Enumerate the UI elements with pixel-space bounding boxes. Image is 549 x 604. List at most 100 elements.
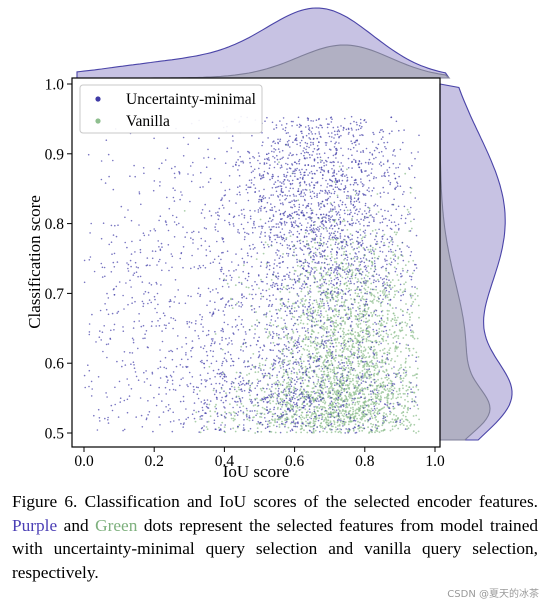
uncertainty-minimal-point	[335, 300, 337, 302]
uncertainty-minimal-point	[83, 281, 86, 284]
uncertainty-minimal-point	[270, 342, 272, 344]
vanilla-point	[321, 226, 323, 229]
vanilla-point	[313, 266, 316, 269]
vanilla-point	[315, 405, 317, 408]
vanilla-point	[351, 362, 353, 365]
vanilla-point	[322, 373, 325, 376]
uncertainty-minimal-point	[273, 151, 275, 153]
uncertainty-minimal-point	[183, 422, 185, 424]
uncertainty-minimal-point	[358, 201, 361, 203]
vanilla-point	[329, 238, 332, 241]
uncertainty-minimal-point	[212, 338, 214, 340]
uncertainty-minimal-point	[336, 419, 339, 422]
vanilla-point	[320, 305, 322, 308]
vanilla-point	[351, 277, 354, 280]
uncertainty-minimal-point	[288, 390, 291, 392]
uncertainty-minimal-point	[264, 222, 267, 224]
uncertainty-minimal-point	[335, 254, 338, 256]
vanilla-point	[385, 332, 388, 335]
vanilla-point	[208, 403, 211, 406]
vanilla-point	[382, 340, 385, 342]
vanilla-point	[372, 350, 375, 353]
vanilla-point	[361, 390, 364, 393]
uncertainty-minimal-point	[110, 224, 113, 227]
uncertainty-minimal-point	[293, 226, 295, 229]
uncertainty-minimal-point	[311, 320, 313, 323]
vanilla-point	[413, 374, 416, 377]
uncertainty-minimal-point	[192, 385, 195, 388]
uncertainty-minimal-point	[358, 190, 361, 192]
vanilla-point	[404, 405, 406, 408]
uncertainty-minimal-point	[331, 428, 333, 431]
vanilla-point	[280, 412, 282, 415]
uncertainty-minimal-point	[191, 231, 193, 234]
uncertainty-minimal-point	[128, 395, 131, 397]
uncertainty-minimal-point	[115, 235, 118, 238]
uncertainty-minimal-point	[273, 362, 275, 365]
vanilla-point	[360, 411, 363, 414]
vanilla-point	[342, 320, 345, 322]
uncertainty-minimal-point	[108, 243, 110, 246]
uncertainty-minimal-point	[112, 159, 114, 162]
uncertainty-minimal-point	[265, 266, 268, 269]
vanilla-point	[357, 408, 359, 411]
uncertainty-minimal-point	[240, 248, 243, 250]
uncertainty-minimal-point	[389, 402, 392, 405]
vanilla-point	[346, 384, 349, 386]
vanilla-point	[277, 324, 280, 327]
uncertainty-minimal-point	[220, 414, 223, 417]
uncertainty-minimal-point	[283, 211, 286, 214]
vanilla-point	[361, 417, 364, 420]
uncertainty-minimal-point	[218, 215, 220, 217]
uncertainty-minimal-point	[258, 225, 260, 228]
vanilla-point	[291, 315, 294, 318]
uncertainty-minimal-point	[297, 421, 299, 424]
uncertainty-minimal-point	[122, 330, 125, 333]
vanilla-point	[383, 233, 386, 236]
uncertainty-minimal-point	[352, 146, 355, 149]
uncertainty-minimal-point	[337, 292, 340, 294]
vanilla-point	[357, 320, 360, 322]
uncertainty-minimal-point	[234, 318, 237, 321]
uncertainty-minimal-point	[379, 129, 382, 131]
vanilla-point	[264, 327, 266, 330]
vanilla-point	[258, 362, 261, 365]
vanilla-point	[234, 412, 236, 414]
vanilla-point	[359, 405, 362, 408]
vanilla-point	[387, 334, 389, 336]
uncertainty-minimal-point	[316, 255, 318, 257]
uncertainty-minimal-point	[327, 183, 329, 185]
uncertainty-minimal-point	[247, 380, 250, 382]
vanilla-point	[386, 313, 389, 316]
uncertainty-minimal-point	[333, 146, 336, 148]
uncertainty-minimal-point	[356, 213, 359, 216]
uncertainty-minimal-point	[312, 310, 314, 312]
uncertainty-minimal-point	[217, 291, 219, 294]
vanilla-point	[386, 388, 389, 390]
uncertainty-minimal-point	[288, 274, 290, 277]
uncertainty-minimal-point	[319, 390, 322, 392]
uncertainty-minimal-point	[303, 268, 305, 271]
uncertainty-minimal-point	[291, 328, 293, 331]
uncertainty-minimal-point	[334, 291, 336, 293]
vanilla-point	[407, 347, 410, 350]
uncertainty-minimal-point	[312, 150, 314, 153]
vanilla-point	[413, 405, 416, 407]
uncertainty-minimal-point	[203, 399, 206, 402]
vanilla-point	[406, 323, 409, 325]
uncertainty-minimal-point	[272, 175, 275, 178]
vanilla-point	[286, 403, 288, 406]
uncertainty-minimal-point	[394, 421, 397, 423]
uncertainty-minimal-point	[294, 200, 296, 202]
vanilla-point	[380, 430, 383, 432]
uncertainty-minimal-point	[409, 326, 411, 328]
vanilla-point	[377, 395, 380, 398]
vanilla-point	[287, 360, 290, 363]
uncertainty-minimal-point	[331, 389, 334, 391]
vanilla-point	[305, 336, 307, 339]
vanilla-point	[410, 334, 412, 337]
vanilla-point	[406, 419, 409, 422]
vanilla-point	[367, 248, 370, 251]
uncertainty-minimal-point	[275, 210, 277, 213]
uncertainty-minimal-point	[284, 278, 286, 281]
